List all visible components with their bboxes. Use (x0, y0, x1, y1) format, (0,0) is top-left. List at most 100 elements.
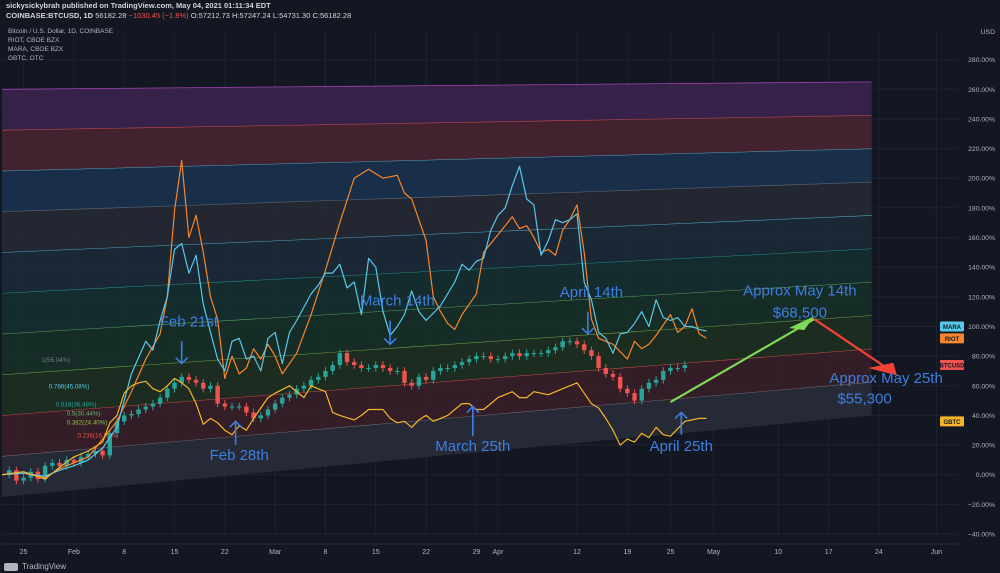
btc-candle (402, 370, 407, 383)
btc-candle (395, 370, 400, 372)
fib-band (2, 148, 872, 212)
annotation-arrow-head (466, 405, 480, 414)
x-tick-label: 29 (473, 549, 481, 556)
projection-arrows (669, 316, 897, 404)
fib-band (2, 215, 872, 294)
btc-candle (186, 376, 192, 380)
btc-candle (280, 397, 285, 404)
footer: TradingView (4, 562, 66, 571)
symbol-line: COINBASE:BTCUSD, 1D 56182.28 −1030.45 (−… (6, 11, 351, 21)
fib-band (2, 81, 872, 131)
btc-candle (244, 406, 249, 413)
btc-candle (610, 373, 616, 377)
btc-candle (57, 462, 62, 466)
symbol: COINBASE:BTCUSD, 1D (6, 11, 94, 20)
projection-up-arrowhead (789, 316, 815, 331)
fib-level-label: 0.618(36.48%) (56, 402, 97, 409)
annotation-label: April 25th (650, 438, 713, 455)
annotation-label: Approx May 14th (743, 282, 856, 299)
btc-candle (661, 370, 666, 380)
btc-candle (165, 388, 170, 398)
fib-level-label: 0.236(16.93%) (77, 433, 118, 440)
btc-candle (617, 376, 623, 389)
annotation-label: Approx May 25th (829, 370, 942, 387)
btc-candles (6, 337, 688, 485)
x-tick-label: Apr (493, 549, 505, 556)
btc-candle (589, 350, 594, 357)
btc-candle (582, 344, 587, 351)
btc-candle (639, 388, 644, 401)
fib-channel (1, 81, 872, 497)
btc-candle (21, 477, 26, 481)
projection-up-line (669, 318, 815, 404)
btc-candle (222, 403, 228, 407)
btc-candle (546, 350, 551, 354)
y-tick-label: 260.00% (968, 87, 995, 94)
btc-candle (646, 382, 652, 389)
annotation-label: March 25th (435, 438, 510, 455)
btc-candle (380, 365, 386, 368)
btc-candle (373, 365, 378, 368)
btc-candle (64, 459, 69, 466)
fib-labels: 1(56.04%) 0.786(45.08%) 0.618(36.48%)0.5(3… (42, 357, 119, 440)
axis-tag (940, 360, 964, 371)
btc-candle (330, 365, 335, 371)
btc-candle (423, 376, 429, 380)
x-tick-label: 15 (372, 549, 380, 556)
btc-candle (553, 347, 558, 351)
btc-candle (538, 353, 544, 355)
btc-candle (682, 365, 688, 368)
publisher-line: sickysickybrah published on TradingView.… (6, 1, 271, 10)
y-axis-bg (958, 24, 1000, 556)
x-tick-label: 22 (221, 549, 229, 556)
x-tick-label: Jun (931, 549, 942, 556)
btc-candle (567, 341, 573, 343)
axis-tag-label: BTCUSD (940, 364, 966, 370)
chart-header: sickysickybrah published on TradingView.… (6, 1, 351, 21)
x-tick-label: 8 (122, 549, 126, 556)
btc-candle (344, 353, 350, 363)
x-tick-label: 8 (324, 549, 328, 556)
btc-candle (517, 353, 522, 357)
btc-candle (71, 459, 77, 463)
annotation-arrow-head (581, 327, 595, 336)
btc-candle (316, 376, 321, 380)
btc-candle (6, 470, 12, 475)
fib-band (2, 248, 872, 334)
annotation-arrow-head (674, 411, 688, 420)
fib-level-label: 0.786(45.08%) (49, 384, 90, 391)
footer-brand: TradingView (22, 562, 67, 571)
btc-candle (136, 409, 141, 414)
ohlc-values: O:57212.73 H:57247.24 L:54731.30 C:56182… (190, 11, 352, 20)
x-tick-label: 25 (667, 549, 675, 556)
projection-down-line (813, 318, 894, 374)
btc-candle (157, 397, 163, 404)
y-tick-label: 140.00% (968, 265, 995, 272)
btc-candle (172, 382, 177, 389)
btc-candle (121, 415, 127, 422)
btc-candle (301, 385, 307, 389)
y-tick-label: 180.00% (968, 205, 995, 212)
btc-candle (42, 465, 48, 480)
btc-candle (237, 406, 242, 408)
btc-candle (625, 388, 630, 394)
y-tick-label: 280.00% (968, 57, 995, 64)
fib-band (2, 382, 872, 497)
btc-candle (129, 413, 134, 416)
tradingview-chart[interactable]: 1(56.04%) 0.786(45.08%) 0.618(36.48%)0.5(3… (0, 24, 1000, 556)
y-tick-label: 120.00% (968, 294, 995, 301)
y-tick-label: −40.00% (968, 532, 995, 539)
btc-candle (287, 394, 292, 398)
fib-band-line (1, 81, 872, 90)
btc-candle (596, 356, 601, 368)
y-tick-label: 0.00% (976, 472, 995, 479)
btc-candle (416, 376, 422, 386)
btc-candle (574, 341, 580, 345)
x-tick-label: 24 (875, 549, 883, 556)
btc-candle (431, 370, 436, 380)
btc-candle (668, 367, 673, 371)
btc-candle (510, 353, 515, 357)
btc-candle (387, 367, 393, 371)
legend-riot: RIOT, CBOE BZX (8, 37, 60, 44)
btc-candle (229, 406, 235, 408)
